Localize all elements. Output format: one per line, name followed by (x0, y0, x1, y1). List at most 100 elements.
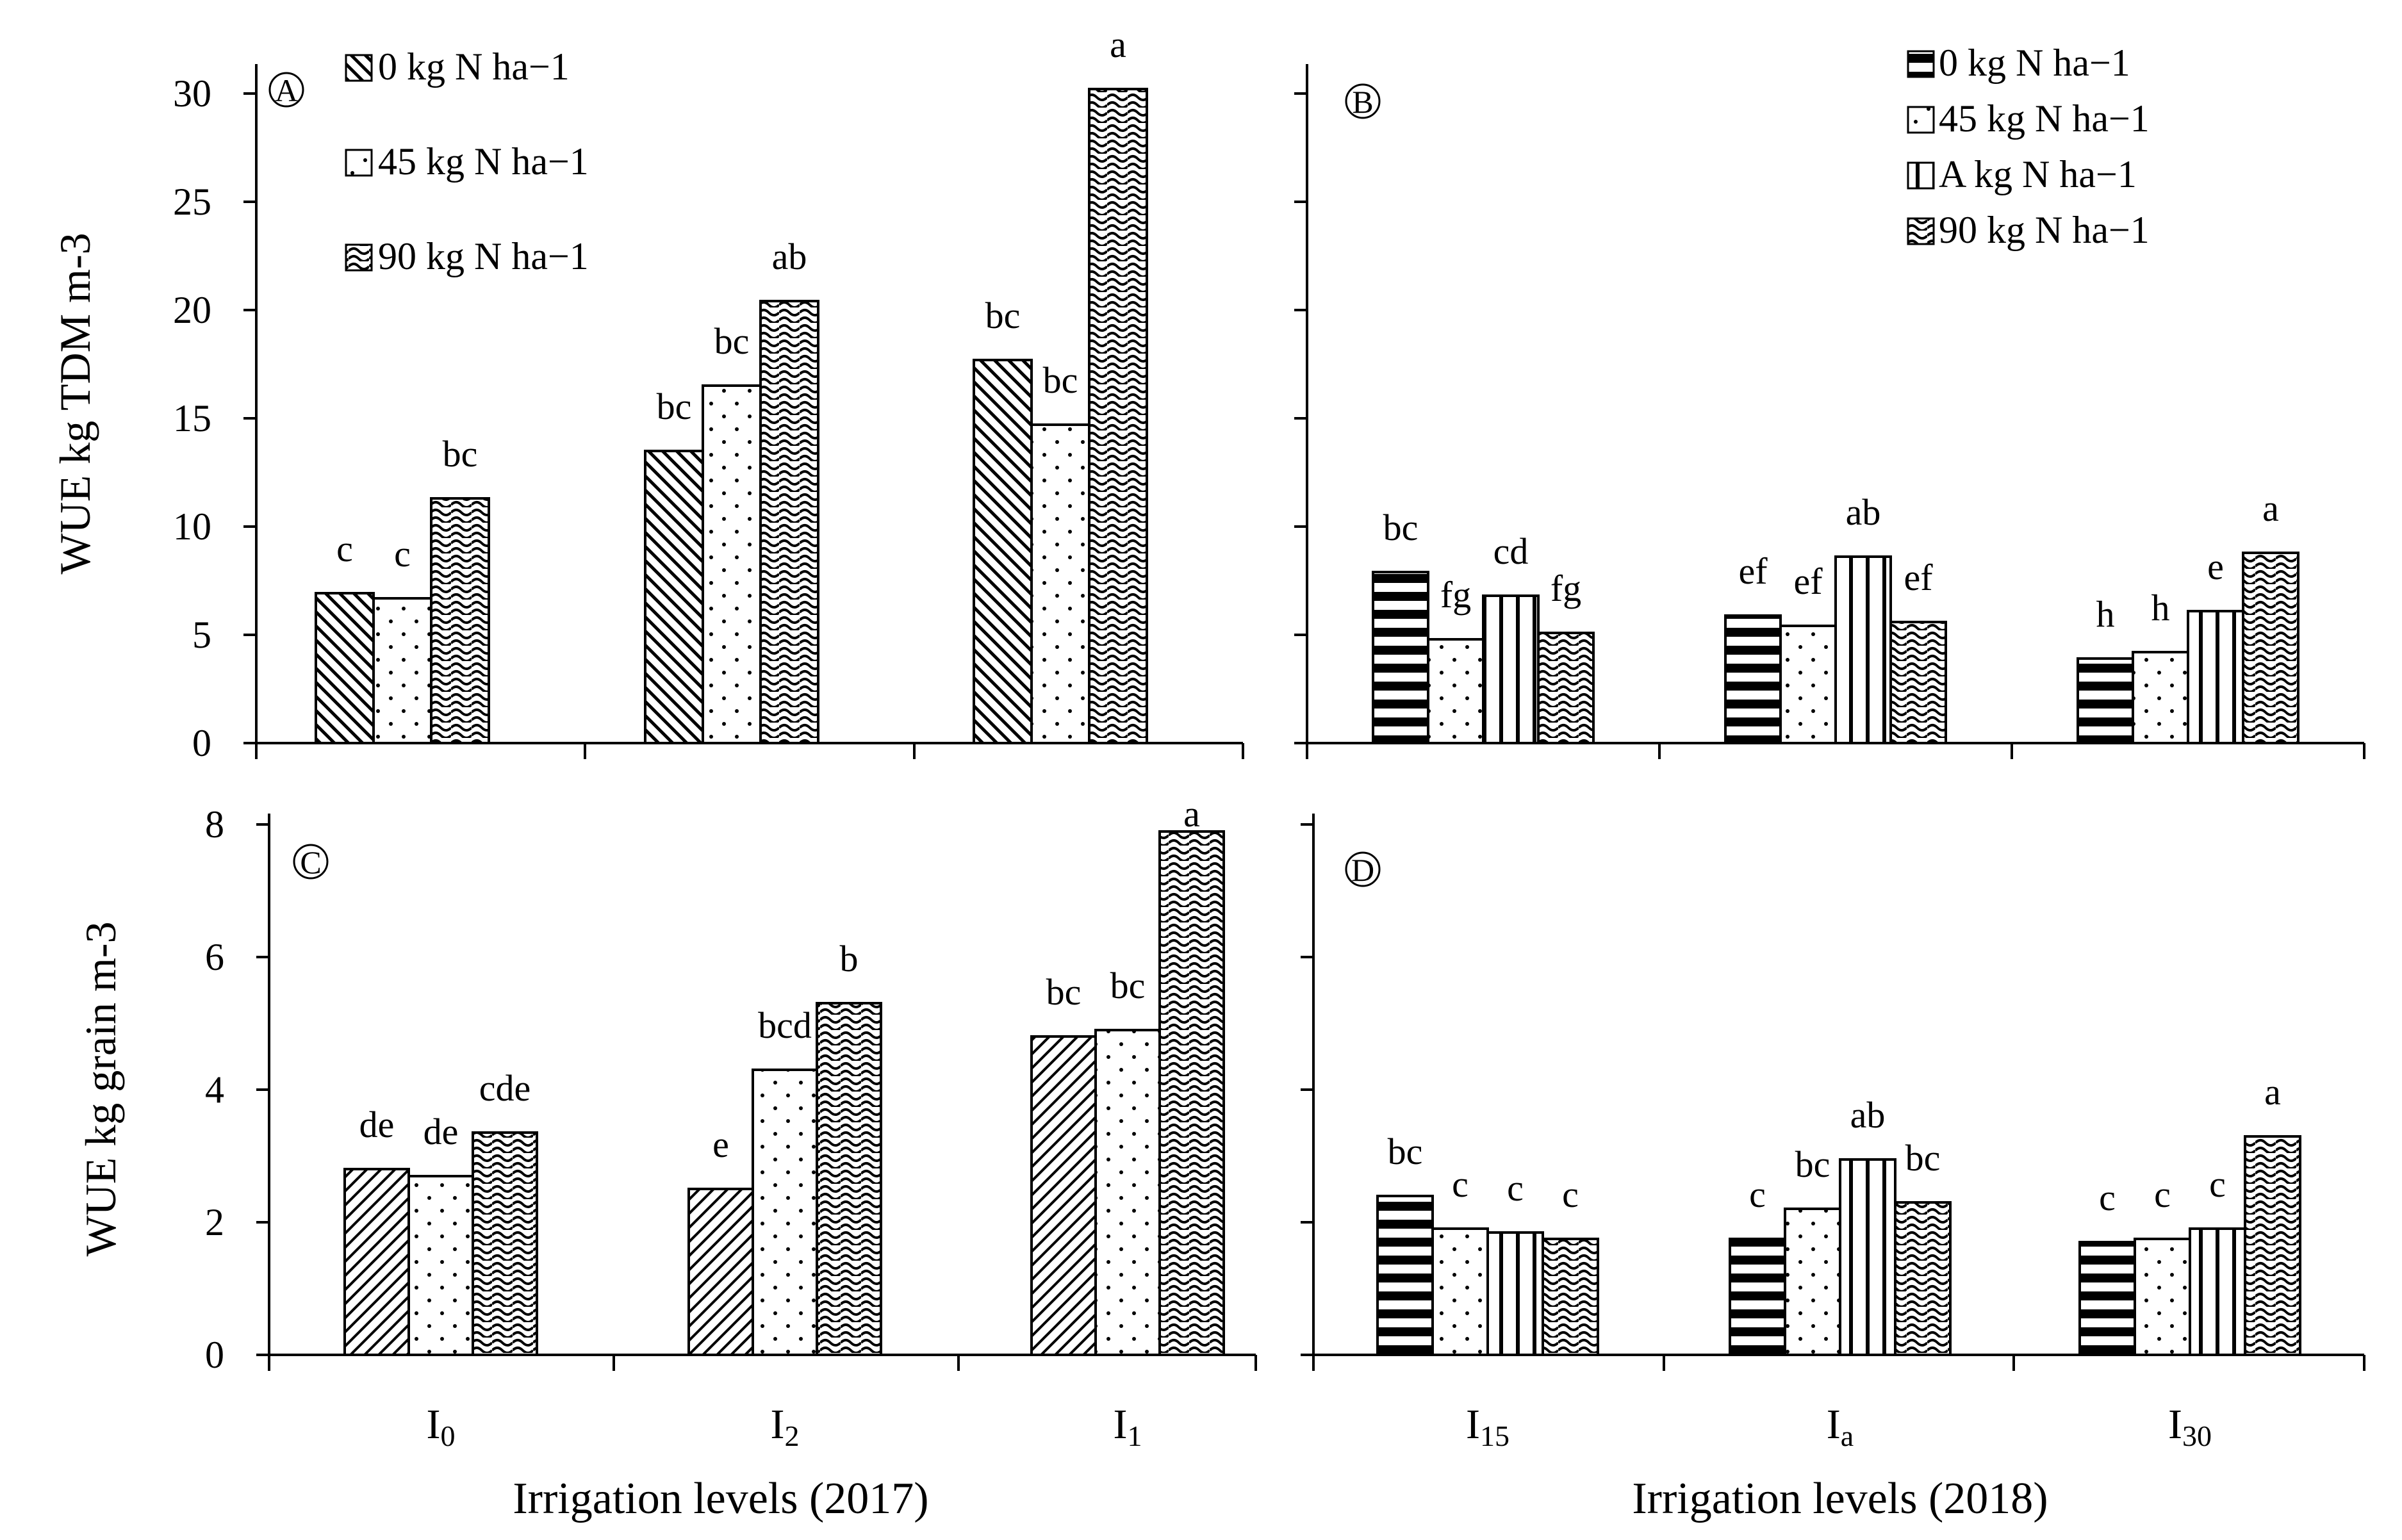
panel-c-ytick: 4 (205, 1069, 224, 1111)
legend-label: 90 kg N ha−1 (378, 235, 589, 277)
panel-c-ytick: 2 (205, 1201, 224, 1243)
panel-c-categories: I0 I2 I1 (427, 1401, 1142, 1452)
panel-b-bar (1427, 638, 1485, 744)
panel-d-bar-label: bc (1905, 1137, 1941, 1179)
panel-a-bars (315, 88, 1148, 744)
panel-d-bar-label: c (2209, 1163, 2226, 1205)
panel-a-bar (1088, 88, 1148, 744)
panel-d-bar (2078, 1241, 2136, 1356)
panel-b-bar (1779, 625, 1837, 744)
panel-b-xaxis (1306, 742, 2365, 759)
panel-a-bar (315, 592, 375, 744)
panel-b-bar-label: h (2151, 587, 2170, 628)
panel-a-bar (372, 597, 432, 744)
panel-a-yaxis: 0 5 10 15 20 25 30 (173, 64, 258, 764)
panel-a-bar (430, 497, 490, 744)
panel-c-category-label: I1 (1114, 1401, 1142, 1452)
legend-swatch (1907, 217, 1935, 245)
panel-a-ytick: 0 (192, 722, 211, 764)
panel-c: 0 2 4 6 8 WUE kg grain m-3 C (76, 793, 1257, 1523)
legend-label: A kg N ha−1 (1939, 153, 2137, 195)
panel-d-bar (1486, 1231, 1544, 1356)
panel-b-bar-label: bc (1383, 507, 1419, 548)
panel-a-bar-label: a (1110, 24, 1126, 65)
panel-b-bar (1889, 621, 1947, 744)
panel-b-bar-label: fg (1440, 574, 1471, 616)
panel-d-bar (1729, 1238, 1786, 1356)
panel-b-bar (2077, 657, 2134, 744)
panel-b-labels: bc fg cd fg ef ef ab ef h h e a (1383, 487, 2279, 635)
panel-d-bar-label: ab (1850, 1094, 1886, 1136)
panel-b-bar-label: h (2096, 593, 2115, 635)
panel-c-bar (1094, 1029, 1161, 1356)
panel-b-bar (2242, 552, 2299, 744)
panel-a-mark-letter: A (275, 72, 298, 108)
panel-d-bar (1784, 1208, 1841, 1356)
panel-c-bar-label: b (840, 938, 859, 979)
panel-b-bar (1724, 614, 1782, 744)
panel-c-ytick: 8 (205, 803, 224, 846)
panel-b-bar-label: ef (1738, 550, 1768, 592)
panel-b-bar-label: fg (1551, 568, 1581, 609)
panel-a-bar-label: bc (657, 386, 692, 427)
panel-d-bar-label: c (2154, 1174, 2171, 1215)
panel-c-bar (687, 1188, 754, 1356)
panel-b-bar-label: ab (1846, 491, 1881, 533)
panel-c-bar (752, 1069, 818, 1356)
panel-d-bars (1376, 1135, 2301, 1356)
panel-d: D bc c c c c bc ab bc c c c (1301, 814, 2365, 1523)
panel-d-bar-label: bc (1795, 1143, 1830, 1185)
panel-d-xaxis (1312, 1354, 2365, 1371)
panel-b-bar-label: a (2262, 487, 2279, 529)
panel-c-mark-letter: C (300, 844, 321, 880)
panel-a-bar-label: bc (985, 295, 1021, 336)
panel-b-yaxis (1294, 64, 1308, 744)
panel-d-category-label: I15 (1466, 1401, 1509, 1452)
panel-b-bar-label: cd (1493, 530, 1529, 572)
panel-a-bar-label: ab (772, 236, 807, 277)
panel-c-bars (343, 830, 1225, 1356)
legend-swatch (1907, 161, 1935, 190)
panel-a-bar-label: bc (1043, 359, 1078, 401)
panel-a-xaxis (255, 742, 1244, 759)
panel-b-bar-label: ef (1904, 557, 1933, 598)
panel-d-bar-label: c (1452, 1163, 1468, 1205)
panel-a-ytick: 15 (173, 397, 211, 439)
panel-d-bar-label: a (2264, 1071, 2281, 1113)
panel-b-bar (1372, 571, 1429, 744)
panel-c-bar (407, 1175, 474, 1356)
panel-d-bar (1542, 1238, 1599, 1356)
panel-b-bar (1834, 555, 1892, 744)
x-axis-title-2017: Irrigation levels (2017) (513, 1474, 928, 1523)
panel-d-yaxis (1301, 814, 1315, 1356)
panel-d-bar (2134, 1238, 2191, 1356)
panel-a-bar-label: bc (714, 320, 750, 362)
panel-c-xaxis (268, 1354, 1257, 1371)
panel-a-ytick: 20 (173, 289, 211, 331)
panel-b-bar (1482, 594, 1540, 744)
panel-d-bar (2244, 1135, 2301, 1356)
panel-a-bar-label: bc (443, 433, 478, 475)
panel-b-bar-label: ef (1793, 561, 1823, 602)
legend-label: 90 kg N ha−1 (1939, 209, 2150, 251)
panel-a-ytick: 5 (192, 614, 211, 656)
panel-b: B bc fg cd fg ef ef ab ef h h (1294, 42, 2365, 759)
legend-swatch (1907, 50, 1935, 78)
panel-d-bar-label: bc (1388, 1131, 1423, 1172)
panel-d-bar-label: c (1749, 1174, 1766, 1215)
panel-a-mark: A (268, 72, 304, 108)
panel-c-bar (816, 1002, 882, 1356)
panel-c-ytick: 0 (205, 1334, 224, 1376)
panel-b-bar-label: e (2207, 546, 2224, 587)
panel-a-labels: c c bc bc bc ab bc bc a (336, 24, 1126, 575)
panel-c-category-label: I0 (427, 1401, 456, 1452)
panel-a-bar (1030, 423, 1090, 744)
panel-c-bar (1030, 1035, 1097, 1356)
panel-c-bar-label: de (424, 1111, 459, 1152)
legend-label: 45 kg N ha−1 (1939, 97, 2150, 140)
panel-a-bar (759, 300, 819, 744)
panel-c-mark: C (293, 844, 329, 880)
panel-a-bar (973, 359, 1033, 744)
panel-c-bar-label: bc (1110, 965, 1146, 1006)
